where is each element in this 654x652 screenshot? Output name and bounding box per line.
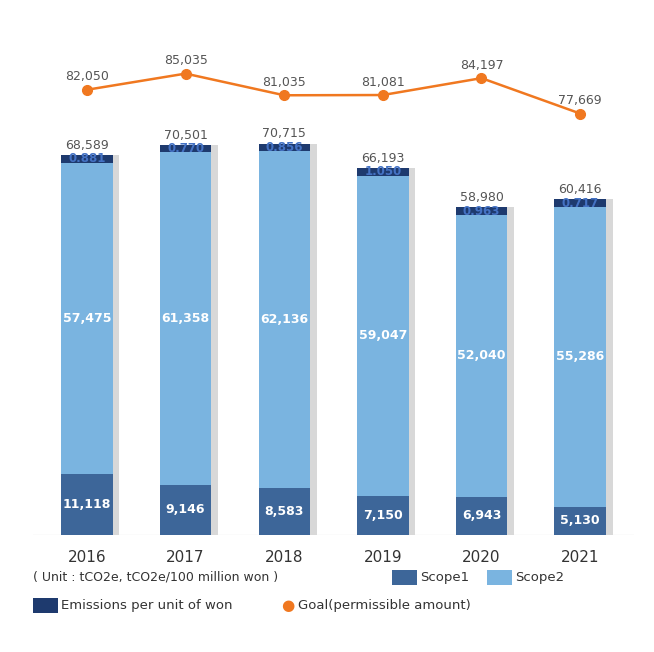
Bar [357,496,409,535]
Text: 2021: 2021 [561,550,599,565]
Text: Scope1: Scope1 [421,570,470,584]
Text: ●: ● [281,597,294,613]
Bar [561,200,613,535]
Bar [463,207,514,535]
Text: 59,047: 59,047 [358,329,407,342]
Bar [555,200,606,207]
Text: 70,501: 70,501 [164,128,207,141]
Bar [357,168,409,176]
Bar [258,488,310,535]
Text: 66,193: 66,193 [361,152,405,165]
Text: 81,035: 81,035 [262,76,306,89]
Text: 9,146: 9,146 [166,503,205,516]
Bar [68,155,120,535]
Text: 62,136: 62,136 [260,313,308,326]
Text: 60,416: 60,416 [559,183,602,196]
Text: 11,118: 11,118 [63,498,111,511]
Text: 68,589: 68,589 [65,139,109,152]
Text: 2017: 2017 [166,550,205,565]
Text: 0.963: 0.963 [463,205,500,218]
Text: 85,035: 85,035 [164,54,207,67]
Text: 81,081: 81,081 [361,76,405,89]
Text: Goal(permissible amount): Goal(permissible amount) [298,599,471,612]
Text: 52,040: 52,040 [457,349,506,363]
Text: 6,943: 6,943 [462,509,501,522]
Bar [258,143,310,151]
Text: 8,583: 8,583 [264,505,304,518]
Bar [456,497,507,535]
Bar [456,207,507,215]
Bar [160,145,211,153]
Text: 82,050: 82,050 [65,70,109,83]
Bar [61,155,112,163]
Bar [258,151,310,488]
Text: 84,197: 84,197 [460,59,504,72]
Text: 0.717: 0.717 [562,197,598,210]
Bar [61,163,112,475]
Bar [555,207,606,507]
Text: 0.856: 0.856 [266,141,303,154]
Text: Emissions per unit of won: Emissions per unit of won [61,599,232,612]
Text: ( Unit : tCO2e, tCO2e/100 million won ): ( Unit : tCO2e, tCO2e/100 million won ) [33,570,278,584]
Text: 55,286: 55,286 [556,350,604,363]
Text: 0.770: 0.770 [167,142,204,155]
Text: 77,669: 77,669 [559,94,602,107]
Text: Scope2: Scope2 [515,570,564,584]
Text: 1.050: 1.050 [364,166,402,179]
Text: 2019: 2019 [364,550,402,565]
Bar [357,176,409,496]
Text: 57,475: 57,475 [63,312,111,325]
Text: 61,358: 61,358 [162,312,210,325]
Bar [160,153,211,485]
Text: 5,130: 5,130 [560,514,600,527]
Text: 2018: 2018 [265,550,303,565]
Bar [160,485,211,535]
Bar [364,168,415,535]
Text: 0.881: 0.881 [68,153,106,166]
Bar [61,475,112,535]
Text: 2016: 2016 [67,550,106,565]
Text: 2020: 2020 [462,550,501,565]
Text: 70,715: 70,715 [262,127,306,140]
Bar [266,143,317,535]
Bar [456,215,507,497]
Bar [167,145,218,535]
Text: 58,980: 58,980 [460,191,504,204]
Bar [555,507,606,535]
Text: 7,150: 7,150 [363,509,403,522]
